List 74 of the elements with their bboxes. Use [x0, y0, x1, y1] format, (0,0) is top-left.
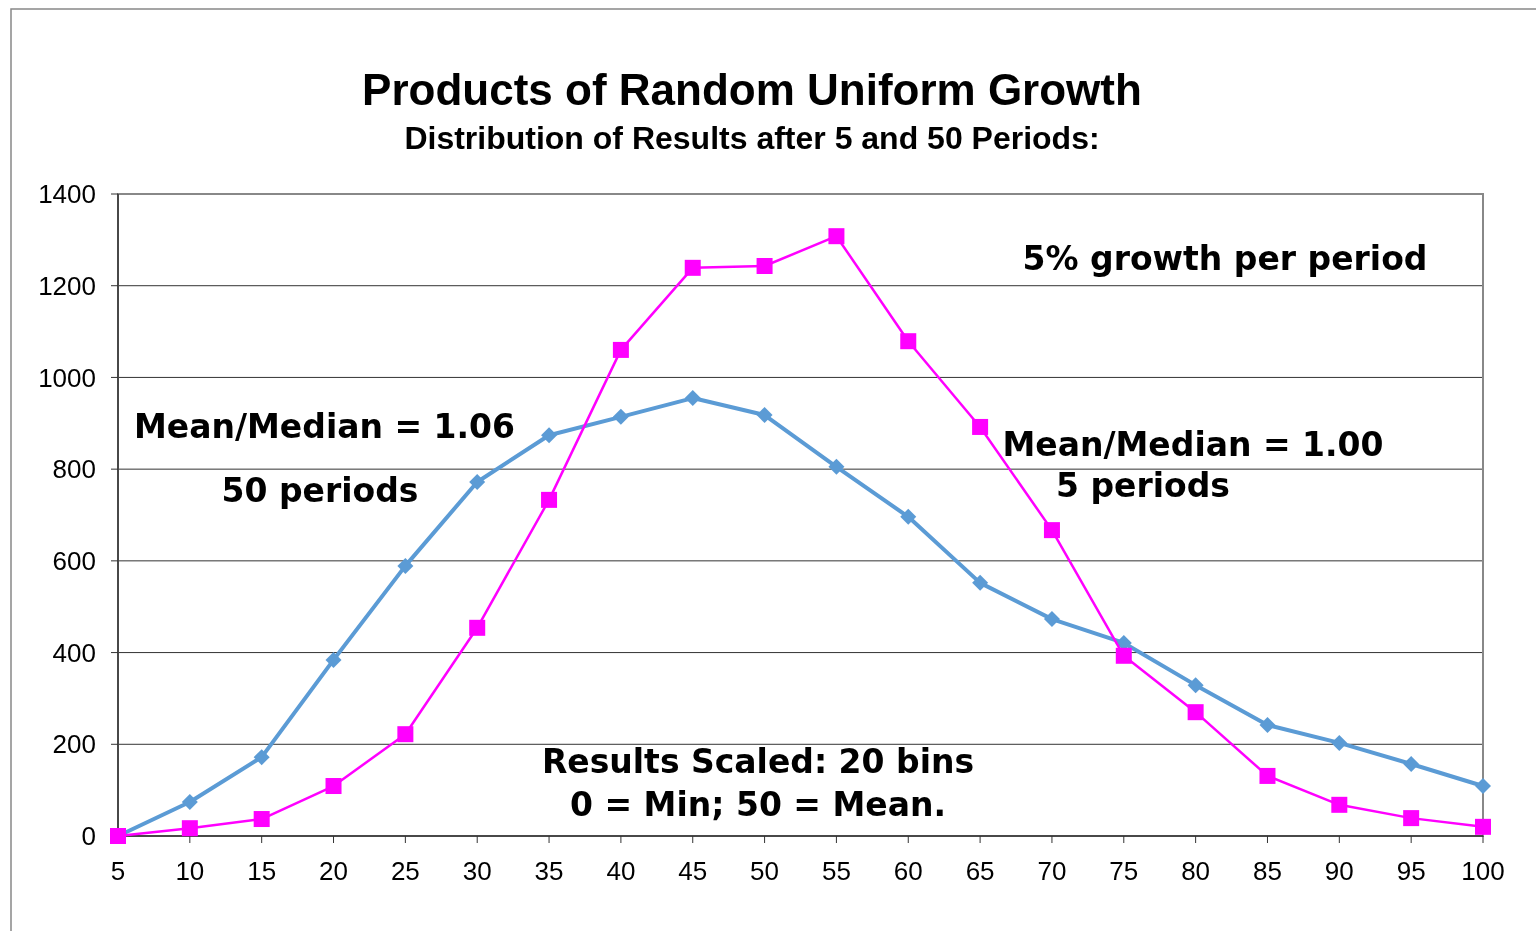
x-tick-label: 95: [1396, 856, 1426, 886]
y-tick-label: 1000: [38, 362, 96, 393]
point: [1475, 778, 1491, 795]
x-tick-label: 5: [110, 856, 126, 886]
point: [828, 228, 845, 245]
point: [1187, 677, 1204, 694]
point: [1331, 734, 1348, 751]
point: [900, 508, 917, 525]
point: [1475, 818, 1491, 835]
point: [1115, 647, 1132, 664]
y-tick-label: 200: [52, 729, 96, 760]
point: [1187, 704, 1204, 721]
point: [469, 473, 486, 490]
annotation: Mean/Median = 1.06: [134, 407, 515, 446]
point: [253, 811, 270, 828]
x-tick-label: 65: [965, 856, 995, 886]
x-tick-label: 60: [893, 856, 923, 886]
x-tick-label: 45: [678, 856, 708, 886]
x-tick-label: 40: [606, 856, 636, 886]
x-tick-label: 20: [319, 856, 348, 886]
x-tick-label: 85: [1253, 856, 1282, 886]
point: [972, 418, 989, 435]
y-tick-label: 800: [52, 454, 96, 485]
chart-title: Products of Random Uniform Growth: [362, 65, 1142, 114]
annotation: 5% growth per period: [1022, 239, 1428, 278]
point: [1403, 756, 1420, 772]
point: [541, 427, 558, 444]
point: [325, 651, 342, 668]
y-tick-label: 400: [52, 637, 96, 668]
point: [1259, 767, 1276, 784]
point: [541, 491, 558, 508]
point: [181, 794, 198, 811]
x-tick-label: 90: [1324, 856, 1354, 886]
x-tick-label: 50: [750, 856, 780, 886]
point: [1403, 810, 1420, 827]
x-tick-label: 80: [1181, 856, 1211, 886]
annotation: Mean/Median = 1.00: [1002, 425, 1384, 464]
y-tick-label: 1200: [38, 270, 96, 301]
point: [900, 333, 917, 350]
point: [253, 749, 270, 766]
point: [756, 258, 773, 274]
annotation: 5 periods: [1056, 466, 1230, 505]
x-tick-label: 35: [534, 856, 564, 886]
y-tick-label: 0: [81, 821, 96, 852]
x-tick-label: 15: [247, 856, 277, 886]
point: [828, 458, 845, 475]
point: [756, 407, 773, 424]
annotation: 0 = Min; 50 = Mean.: [570, 785, 946, 824]
y-tick-label: 1400: [38, 179, 96, 210]
point: [469, 619, 486, 636]
x-tick-label: 30: [462, 856, 492, 886]
point: [1043, 611, 1060, 628]
point: [972, 574, 989, 591]
point: [181, 820, 198, 837]
x-tick-label: 100: [1461, 856, 1505, 886]
x-tick-label: 25: [390, 856, 420, 886]
point: [397, 726, 414, 743]
annotation: Results Scaled: 20 bins: [541, 742, 975, 781]
point: [612, 341, 629, 358]
point: [325, 778, 342, 795]
point: [1043, 522, 1060, 539]
x-tick-label: 10: [175, 856, 205, 886]
x-tick-label: 75: [1109, 856, 1139, 886]
x-tick-label: 55: [821, 856, 851, 886]
point: [684, 259, 701, 276]
point: [684, 390, 701, 407]
point: [612, 408, 629, 425]
point: [1331, 796, 1348, 813]
y-tick-label: 600: [52, 545, 96, 576]
point: [1259, 717, 1276, 734]
point: [397, 557, 414, 574]
x-tick-label: 70: [1037, 856, 1067, 886]
chart-subtitle: Distribution of Results after 5 and 50 Periods:: [404, 120, 1100, 156]
annotation: 50 periods: [221, 471, 419, 510]
